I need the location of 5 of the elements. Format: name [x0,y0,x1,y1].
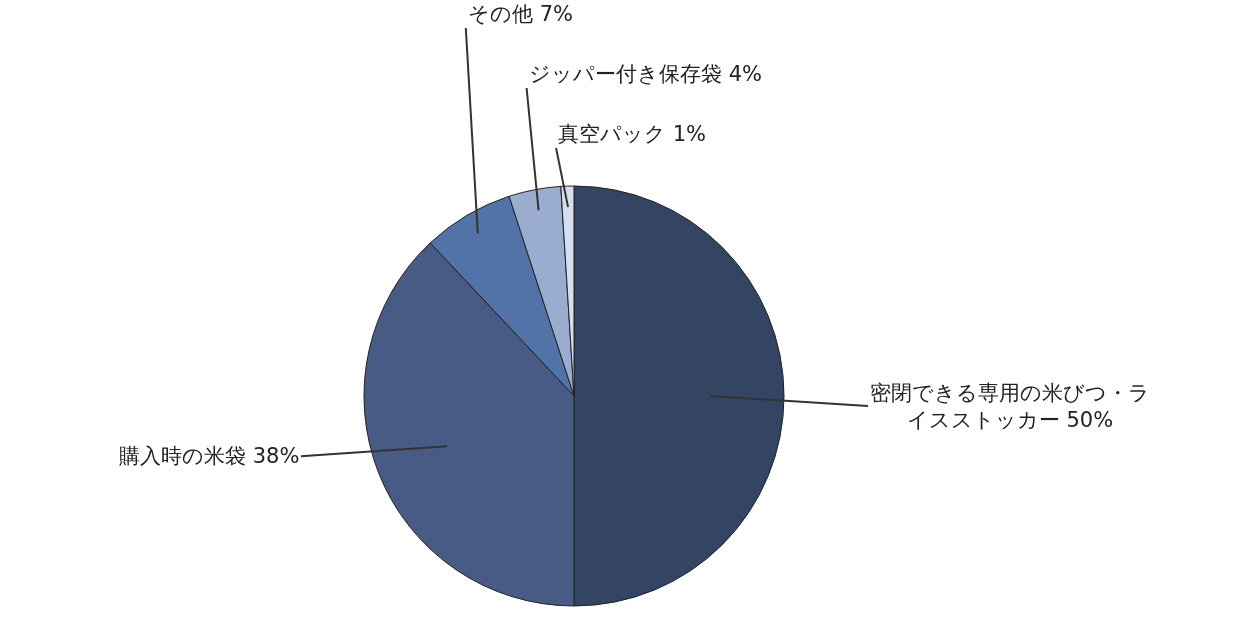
slice-label: その他 7% [468,2,573,26]
slice-label: ジッパー付き保存袋 4% [529,62,762,86]
slice-label: 真空パック 1% [558,122,706,146]
slice-label: 密閉できる専用の米びつ・ライスストッカー 50% [870,381,1150,433]
slice-label: 購入時の米袋 38% [119,444,300,468]
